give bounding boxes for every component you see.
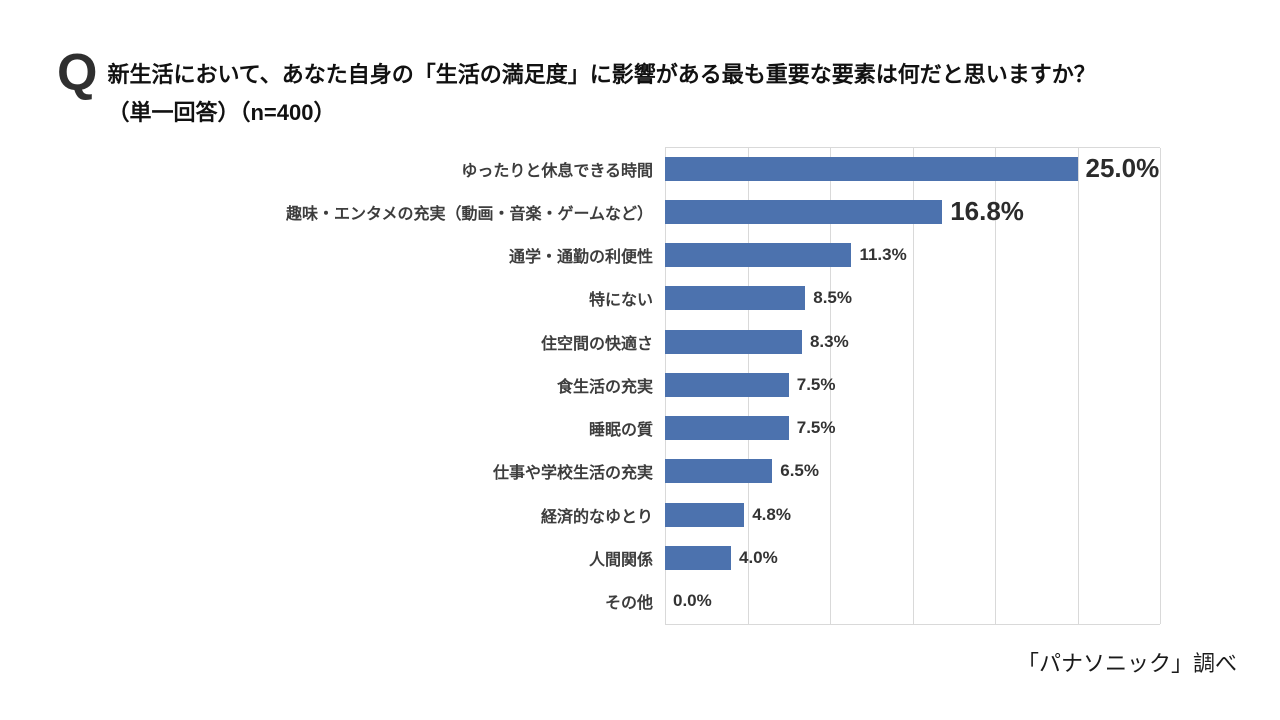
gridline xyxy=(1077,148,1079,624)
chart-row: 人間関係 4.0% xyxy=(0,536,1160,579)
chart-row: 食生活の充実 7.5% xyxy=(0,363,1160,406)
value-label: 16.8% xyxy=(950,196,1024,227)
value-label: 25.0% xyxy=(1085,153,1160,184)
category-label: 住空間の快適さ xyxy=(540,335,653,353)
chart-row: 経済的なゆとり 4.8% xyxy=(0,493,1160,536)
bar xyxy=(665,243,852,268)
gridline xyxy=(995,148,996,624)
bar xyxy=(665,416,789,441)
bar-track: 0.0% xyxy=(665,580,1160,623)
bar xyxy=(665,199,943,224)
chart-row: その他 0.0% xyxy=(0,580,1160,623)
question-mark: Q xyxy=(57,44,97,102)
gridline xyxy=(1160,148,1161,624)
bar-track: 7.5% xyxy=(665,363,1160,406)
category-label: 仕事や学校生活の充実 xyxy=(492,465,653,483)
category-label: 睡眠の質 xyxy=(588,422,653,440)
value-label: 7.5% xyxy=(796,374,836,394)
bar-track: 25.0% xyxy=(665,147,1160,190)
value-label: 8.5% xyxy=(813,288,852,308)
category-label: 通学・通勤の利便性 xyxy=(508,249,653,267)
bar-track: 4.8% xyxy=(665,493,1160,536)
value-label: 8.3% xyxy=(809,331,849,351)
bar-chart: ゆったりと休息できる時間 25.0% 趣味・エンタメの充実（動画・音楽・ゲームな… xyxy=(0,147,1161,625)
chart-rows: ゆったりと休息できる時間 25.0% 趣味・エンタメの充実（動画・音楽・ゲームな… xyxy=(0,147,1160,623)
value-label: 6.5% xyxy=(780,461,819,481)
value-label: 11.3% xyxy=(859,245,907,265)
bar-track: 11.3% xyxy=(665,234,1160,277)
bar xyxy=(665,546,731,571)
chart-row: 趣味・エンタメの充実（動画・音楽・ゲームなど） 16.8% xyxy=(0,190,1160,233)
category-label: 人間関係 xyxy=(588,552,653,570)
bar xyxy=(665,372,789,397)
gridline xyxy=(830,148,831,624)
bar xyxy=(665,329,802,354)
title-block: 新生活において、あなた自身の「生活の満足度」に影響がある最も重要な要素は何だと思… xyxy=(107,50,1095,132)
category-label: 特にない xyxy=(588,292,653,310)
value-label: 7.5% xyxy=(796,418,836,438)
page-title: 新生活において、あなた自身の「生活の満足度」に影響がある最も重要な要素は何だと思… xyxy=(107,62,1096,87)
value-label: 4.8% xyxy=(752,504,791,524)
gridline xyxy=(912,148,914,624)
question-header: Q 新生活において、あなた自身の「生活の満足度」に影響がある最も重要な要素は何だ… xyxy=(57,44,1096,132)
bar-track: 16.8% xyxy=(665,190,1160,233)
bar xyxy=(665,286,806,311)
page-subtitle: （単一回答）（n=400） xyxy=(107,100,336,125)
bar-track: 4.0% xyxy=(665,536,1160,579)
chart-row: 仕事や学校生活の充実 6.5% xyxy=(0,450,1160,493)
bar-track: 8.3% xyxy=(665,320,1160,363)
value-label: 0.0% xyxy=(673,591,712,611)
category-label: 食生活の充実 xyxy=(556,378,653,396)
bar-track: 8.5% xyxy=(665,277,1160,320)
value-label: 4.0% xyxy=(739,548,778,568)
category-label: 経済的なゆとり xyxy=(540,508,653,526)
category-label: その他 xyxy=(604,595,653,613)
chart-row: 通学・通勤の利便性 11.3% xyxy=(0,234,1160,277)
bar xyxy=(665,502,745,527)
category-label: ゆったりと休息できる時間 xyxy=(461,162,653,180)
chart-row: 特にない 8.5% xyxy=(0,277,1160,320)
bar xyxy=(665,156,1078,181)
category-label: 趣味・エンタメの充実（動画・音楽・ゲームなど） xyxy=(285,205,653,223)
chart-row: 住空間の快適さ 8.3% xyxy=(0,320,1160,363)
chart-row: ゆったりと休息できる時間 25.0% xyxy=(0,147,1160,190)
source-attribution: 「パナソニック」調べ xyxy=(1016,651,1237,676)
bar-track: 7.5% xyxy=(665,407,1160,450)
bar-track: 6.5% xyxy=(665,450,1160,493)
bar xyxy=(665,459,773,484)
chart-row: 睡眠の質 7.5% xyxy=(0,407,1160,450)
